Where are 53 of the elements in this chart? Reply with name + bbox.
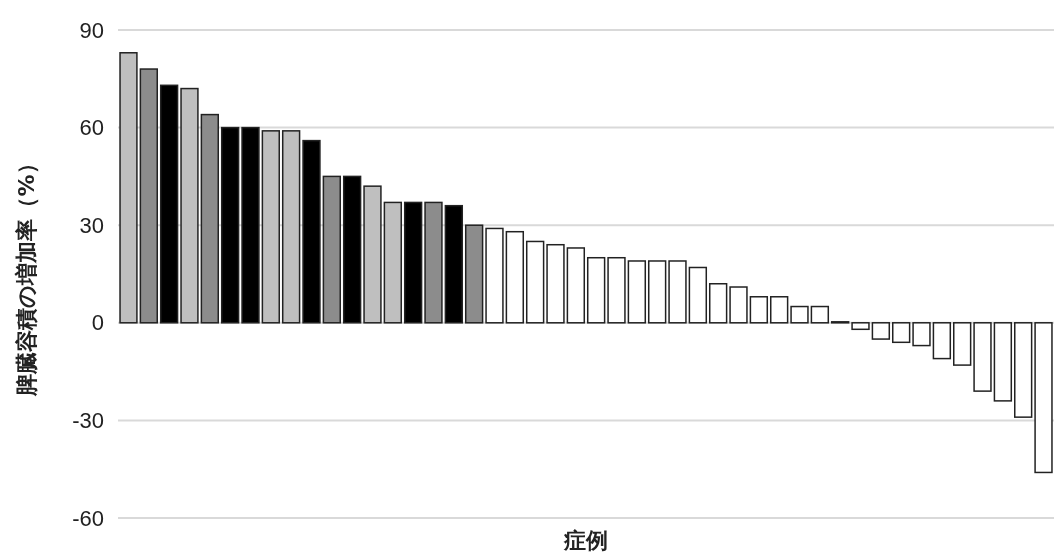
bar: [607, 256, 626, 324]
bar: [119, 52, 138, 324]
bar: [647, 260, 667, 324]
bar: [180, 87, 199, 324]
bar: [932, 322, 952, 360]
bar: [383, 201, 403, 324]
bar: [708, 283, 728, 324]
bar: [1034, 322, 1053, 474]
bar: [546, 243, 565, 324]
y-tick-label: 60: [79, 115, 104, 141]
bar: [424, 201, 443, 324]
bar: [261, 130, 280, 324]
bar: [444, 204, 464, 324]
bar: [342, 175, 362, 324]
bar: [688, 266, 708, 324]
bar: [668, 260, 687, 324]
bar: [505, 230, 525, 324]
bar: [953, 322, 972, 366]
x-axis-title: 症例: [563, 528, 608, 553]
bar: [220, 126, 240, 324]
bar: [403, 201, 423, 324]
bar: [810, 305, 830, 324]
bar: [485, 227, 504, 324]
bar: [851, 322, 870, 331]
bar: [749, 296, 769, 324]
y-tick-label: 90: [79, 17, 104, 43]
bar: [912, 322, 931, 347]
y-tick-label: 30: [79, 212, 104, 238]
bar: [729, 286, 748, 324]
bar: [464, 224, 484, 324]
bar: [200, 113, 219, 324]
bar: [525, 240, 545, 324]
bar: [566, 247, 586, 324]
bar: [871, 322, 891, 340]
bar: [586, 256, 606, 324]
bar: [241, 126, 260, 324]
y-axis-title: 脾臓容積の増加率（%）: [14, 152, 39, 397]
bar: [363, 185, 382, 324]
bar: [159, 84, 179, 324]
bar: [790, 305, 809, 324]
bar: [1014, 322, 1033, 418]
bar: [281, 130, 301, 324]
y-tick-label: -30: [72, 407, 104, 433]
bar: [627, 260, 647, 324]
y-tick-label: -60: [72, 505, 104, 531]
bar: [973, 322, 992, 392]
bar: [769, 296, 789, 324]
bar: [322, 175, 342, 324]
bar: [302, 139, 321, 324]
bar: [139, 68, 158, 324]
bar: [993, 322, 1013, 402]
y-tick-label: 0: [91, 310, 104, 336]
bar: [892, 322, 911, 344]
